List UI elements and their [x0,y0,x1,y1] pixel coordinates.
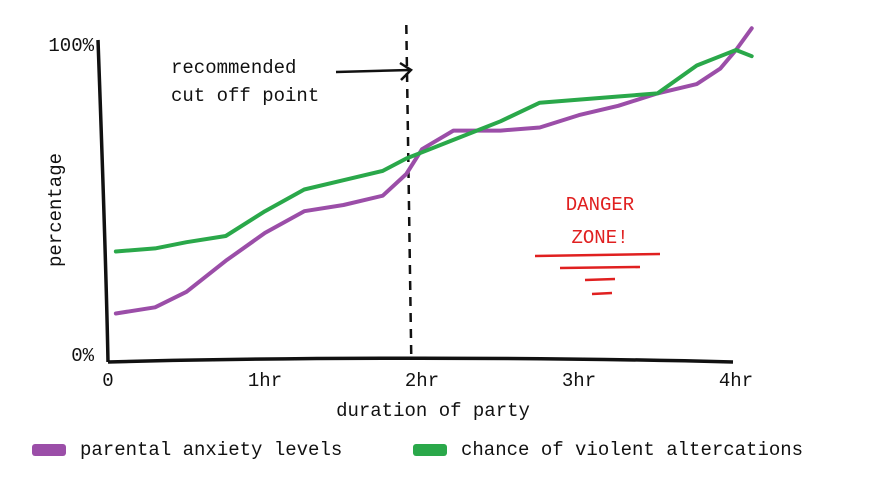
line-series [113,48,754,254]
legend-swatch [32,444,66,456]
axes [96,39,734,364]
danger-lines [534,252,661,296]
annotation: recommended [171,57,296,79]
danger-zone: DANGER ZONE! [534,194,661,296]
x-tick-label: 0 [102,370,113,392]
danger-label: DANGER [566,194,634,216]
line-series [113,26,754,316]
x-tick-label: 1hr [248,370,282,392]
x-tick-label: 3hr [562,370,596,392]
y-axis-label: percentage [45,153,67,267]
y-tick-label: 100% [48,35,94,57]
x-tick-label: 2hr [405,370,439,392]
legend-label: parental anxiety levels [80,439,342,461]
danger-label: ZONE! [571,227,628,249]
annotation: cut off point [171,85,319,107]
x-tick-label: 4hr [719,370,753,392]
cutoff-line [405,24,413,361]
legend-swatch [413,444,447,456]
y-tick-label: 0% [71,345,94,367]
x-axis-label: duration of party [336,400,530,422]
legend-label: chance of violent altercations [461,439,803,461]
annotation-arrow [335,61,413,81]
